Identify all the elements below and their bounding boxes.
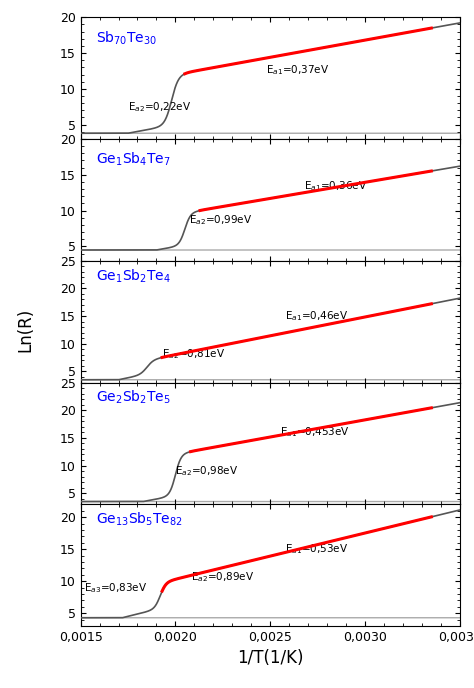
Text: E$_{a1}$=0,37eV: E$_{a1}$=0,37eV [266,63,329,77]
X-axis label: 1/T(1/K): 1/T(1/K) [237,649,303,667]
Text: E$_{a2}$=0,81eV: E$_{a2}$=0,81eV [162,347,225,361]
Text: Ge$_1$Sb$_2$Te$_4$: Ge$_1$Sb$_2$Te$_4$ [96,267,171,285]
Text: E$_{a2}$=0,98eV: E$_{a2}$=0,98eV [175,464,238,477]
Text: E$_{a1}$=0,46eV: E$_{a1}$=0,46eV [285,309,348,323]
Text: E$_{a1}$=0,36eV: E$_{a1}$=0,36eV [304,179,367,193]
Text: Ge$_1$Sb$_4$Te$_7$: Ge$_1$Sb$_4$Te$_7$ [96,151,171,169]
Text: Sb$_{70}$Te$_{30}$: Sb$_{70}$Te$_{30}$ [96,30,157,47]
Text: E$_{a2}$=0,22eV: E$_{a2}$=0,22eV [128,100,191,114]
Text: Ln(R): Ln(R) [17,308,35,352]
Text: E$_{a3}$=0,83eV: E$_{a3}$=0,83eV [84,581,147,594]
Text: E$_{a2}$=0,89eV: E$_{a2}$=0,89eV [191,570,254,583]
Text: Ge$_2$Sb$_2$Te$_5$: Ge$_2$Sb$_2$Te$_5$ [96,389,171,407]
Text: E$_{a1}$=0,53eV: E$_{a1}$=0,53eV [285,542,348,556]
Text: E$_{a2}$=0,99eV: E$_{a2}$=0,99eV [189,213,252,227]
Text: Ge$_{13}$Sb$_5$Te$_{82}$: Ge$_{13}$Sb$_5$Te$_{82}$ [96,510,183,528]
Text: E$_{a1}$=0,453eV: E$_{a1}$=0,453eV [280,425,349,439]
